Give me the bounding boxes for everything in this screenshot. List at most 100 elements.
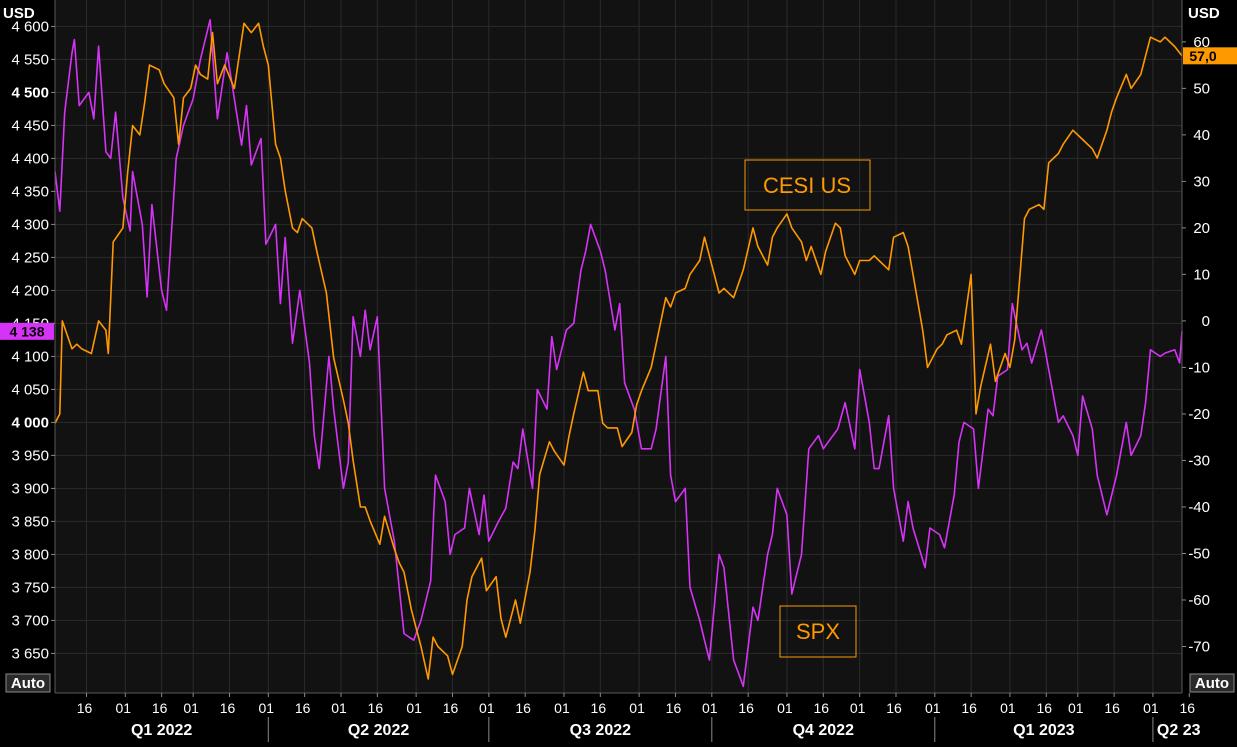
annotation-spx-label: SPX xyxy=(796,619,840,644)
left-tick-label: 3 950 xyxy=(11,447,49,464)
left-tick-label: 4 100 xyxy=(11,348,49,365)
left-tick-label: 4 200 xyxy=(11,282,49,299)
right-tick-label: 40 xyxy=(1193,127,1210,144)
right-tick-label: -50 xyxy=(1188,545,1210,562)
left-tick-label: 4 450 xyxy=(11,117,49,134)
x-tick-label: 01 xyxy=(777,700,793,716)
left-tick-label: 4 050 xyxy=(11,381,49,398)
left-axis-ticks: 3 650 3 700 3 750 3 800 3 850 3 900 3 950 4 000… xyxy=(11,18,55,662)
right-tick-label: 10 xyxy=(1193,266,1210,283)
x-tick-label: 16 xyxy=(295,700,311,716)
left-tick-label: 4 550 xyxy=(11,51,49,68)
x-tick-label: 16 xyxy=(591,700,607,716)
left-tick-label: 4 500 xyxy=(11,84,49,101)
x-tick-label: 01 xyxy=(479,700,495,716)
x-tick-label: 01 xyxy=(258,700,274,716)
x-tick-label: 01 xyxy=(406,700,422,716)
left-tick-label: 3 750 xyxy=(11,579,49,596)
x-tick-label: 16 xyxy=(961,700,977,716)
left-tick-label: 4 250 xyxy=(11,249,49,266)
spx-last-value-box xyxy=(0,322,54,340)
x-tick-label: 01 xyxy=(554,700,570,716)
x-tick-label: 01 xyxy=(1143,700,1159,716)
annotation-spx: SPX xyxy=(779,605,857,658)
left-scale-toggle[interactable]: Auto xyxy=(5,673,51,693)
quarter-label: Q3 2022 xyxy=(570,722,631,739)
left-tick-label: 3 650 xyxy=(11,645,49,662)
annotation-spx-box xyxy=(779,605,857,658)
x-tick-label: 01 xyxy=(115,700,131,716)
series-lines xyxy=(54,19,1183,688)
x-tick-label: 01 xyxy=(850,700,866,716)
left-tick-label: 3 800 xyxy=(11,546,49,563)
cesi-last-value-label: 57,0 xyxy=(1189,48,1216,64)
x-tick-label: 16 xyxy=(886,700,902,716)
right-tick-label: -70 xyxy=(1188,638,1210,655)
quarter-label: Q1 2023 xyxy=(1013,722,1074,739)
x-tick-label: 16 xyxy=(1104,700,1120,716)
left-tick-label: 4 300 xyxy=(11,216,49,233)
x-tick-label: 01 xyxy=(702,700,718,716)
left-tick-label: 3 700 xyxy=(11,612,49,629)
quarter-label: Q4 2022 xyxy=(793,722,854,739)
right-axis-unit-label: USD xyxy=(1188,5,1220,22)
x-tick-label: 01 xyxy=(629,700,645,716)
x-axis-day-ticks: 16 01 16 01 16 01 16 01 16 01 16 01 16 01 16 01 16 01 16 01… xyxy=(77,693,1195,716)
right-scale-toggle-label[interactable]: Auto xyxy=(1195,675,1229,692)
left-scale-toggle-box[interactable] xyxy=(5,673,51,693)
x-tick-label: 01 xyxy=(183,700,199,716)
quarter-label: Q2 23 xyxy=(1157,722,1201,739)
x-tick-label: 16 xyxy=(220,700,236,716)
annotation-cesi-us-box xyxy=(744,159,871,211)
spx-last-value-label: 4 138 xyxy=(9,323,44,339)
right-tick-label: -60 xyxy=(1188,592,1210,609)
left-tick-label: 4 350 xyxy=(11,183,49,200)
x-tick-label: 16 xyxy=(515,700,531,716)
right-tick-label: 30 xyxy=(1193,173,1210,190)
spx-last-value-tag: 4 138 xyxy=(0,322,54,340)
left-scale-toggle-label[interactable]: Auto xyxy=(11,675,45,692)
x-tick-label: 16 xyxy=(443,700,459,716)
x-tick-label: 01 xyxy=(1068,700,1084,716)
x-tick-label: 16 xyxy=(738,700,754,716)
x-tick-label: 01 xyxy=(925,700,941,716)
right-axis-ticks: -70 -60 -50 -40 -30 -20 -10 0 10 20 30 40 50 60 xyxy=(1182,34,1210,655)
right-tick-label: -10 xyxy=(1188,359,1210,376)
cesi-last-value-box xyxy=(1183,47,1237,65)
right-tick-label: -40 xyxy=(1188,499,1210,516)
left-tick-label: 3 900 xyxy=(11,480,49,497)
x-tick-label: 16 xyxy=(1179,700,1195,716)
spx-line xyxy=(54,19,1183,688)
x-tick-label: 16 xyxy=(152,700,168,716)
right-scale-toggle-box[interactable] xyxy=(1189,673,1235,693)
cesi-us-line xyxy=(54,22,1183,680)
quarter-label: Q2 2022 xyxy=(348,722,409,739)
right-tick-label: 0 xyxy=(1202,313,1210,330)
x-tick-label: 16 xyxy=(368,700,384,716)
x-tick-label: 16 xyxy=(77,700,93,716)
x-tick-label: 01 xyxy=(1000,700,1016,716)
x-tick-label: 16 xyxy=(1036,700,1052,716)
x-tick-label: 16 xyxy=(666,700,682,716)
left-tick-label: 4 000 xyxy=(11,414,49,431)
left-tick-label: 4 600 xyxy=(11,18,49,35)
left-tick-label: 3 850 xyxy=(11,513,49,530)
right-tick-label: 50 xyxy=(1193,80,1210,97)
quarter-label: Q1 2022 xyxy=(131,722,192,739)
quarter-band xyxy=(55,717,1182,742)
cesi-last-value-tag: 57,0 xyxy=(1183,47,1237,65)
right-tick-label: -20 xyxy=(1188,406,1210,423)
plot-area xyxy=(55,0,1182,693)
right-tick-label: 60 xyxy=(1193,34,1210,51)
x-tick-label: 01 xyxy=(331,700,347,716)
x-axis-quarters: Q1 2022 Q2 2022 Q3 2022 Q4 2022 Q1 2023 Q2 23 xyxy=(55,717,1201,742)
x-tick-label: 16 xyxy=(814,700,830,716)
right-tick-label: -30 xyxy=(1188,452,1210,469)
right-scale-toggle[interactable]: Auto xyxy=(1189,673,1235,693)
left-axis-unit-label: USD xyxy=(3,5,35,22)
left-tick-label: 4 400 xyxy=(11,150,49,167)
annotation-cesi-us: CESI US xyxy=(744,159,871,211)
gridlines xyxy=(55,0,1182,693)
